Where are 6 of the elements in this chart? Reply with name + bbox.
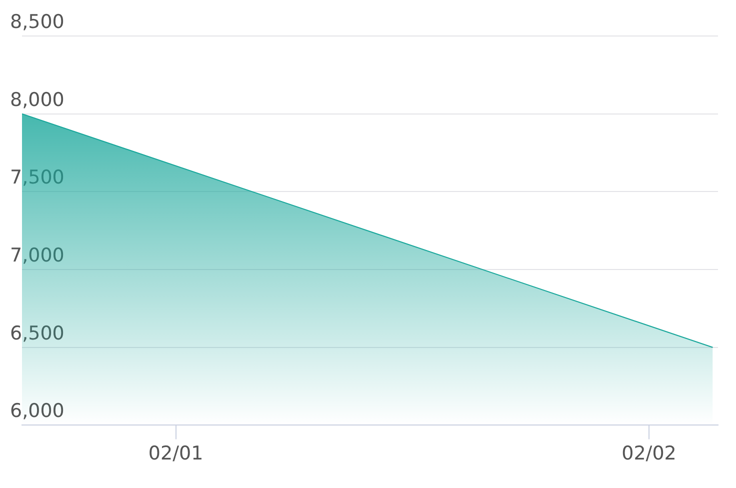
y-tick-label: 8,500 (10, 10, 64, 33)
x-tick-label: 02/02 (622, 442, 676, 465)
y-tick-label: 6,500 (10, 322, 64, 344)
x-tick-label: 02/01 (148, 442, 204, 465)
y-tick-label: 6,000 (10, 400, 64, 422)
y-tick-label: 8,000 (10, 88, 64, 111)
